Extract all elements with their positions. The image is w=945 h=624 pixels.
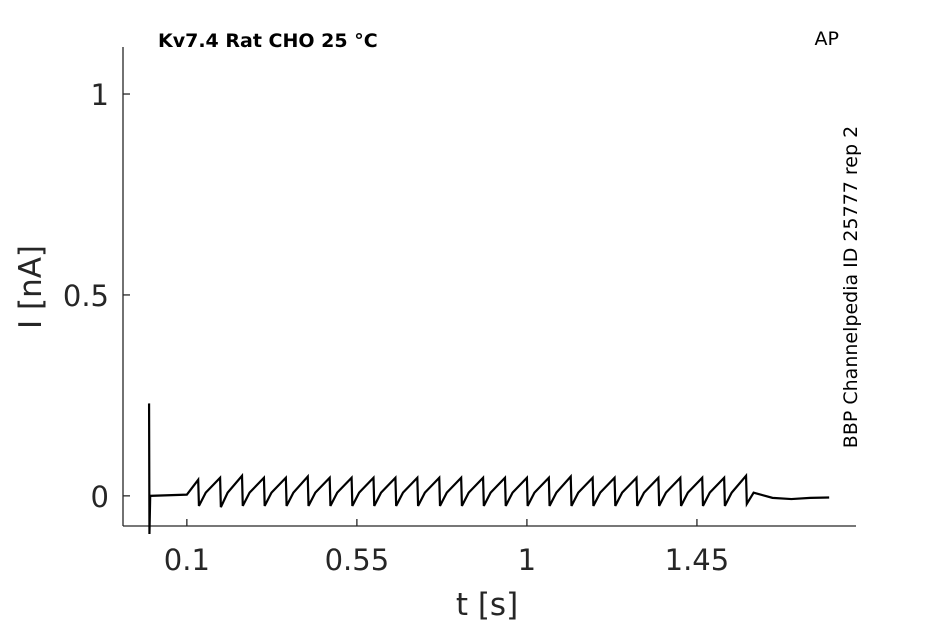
trace bbox=[147, 403, 830, 535]
x-tick-label: 1 bbox=[518, 543, 536, 577]
x-tick-label: 0.55 bbox=[325, 543, 390, 577]
y-axis-label: I [nA] bbox=[13, 245, 49, 329]
y-tick-label: 0.5 bbox=[63, 279, 109, 313]
x-tick-label: 0.1 bbox=[164, 543, 210, 577]
y-tick-label: 0 bbox=[91, 480, 109, 514]
x-axis-label: t [s] bbox=[456, 587, 518, 623]
y-tick-label: 1 bbox=[91, 78, 109, 112]
chart-label: AP bbox=[815, 28, 839, 50]
chart-title: Kv7.4 Rat CHO 25 °C bbox=[158, 30, 378, 52]
source-note: BBP Channelpedia ID 25777 rep 2 bbox=[840, 126, 862, 448]
x-tick-label: 1.45 bbox=[665, 543, 730, 577]
